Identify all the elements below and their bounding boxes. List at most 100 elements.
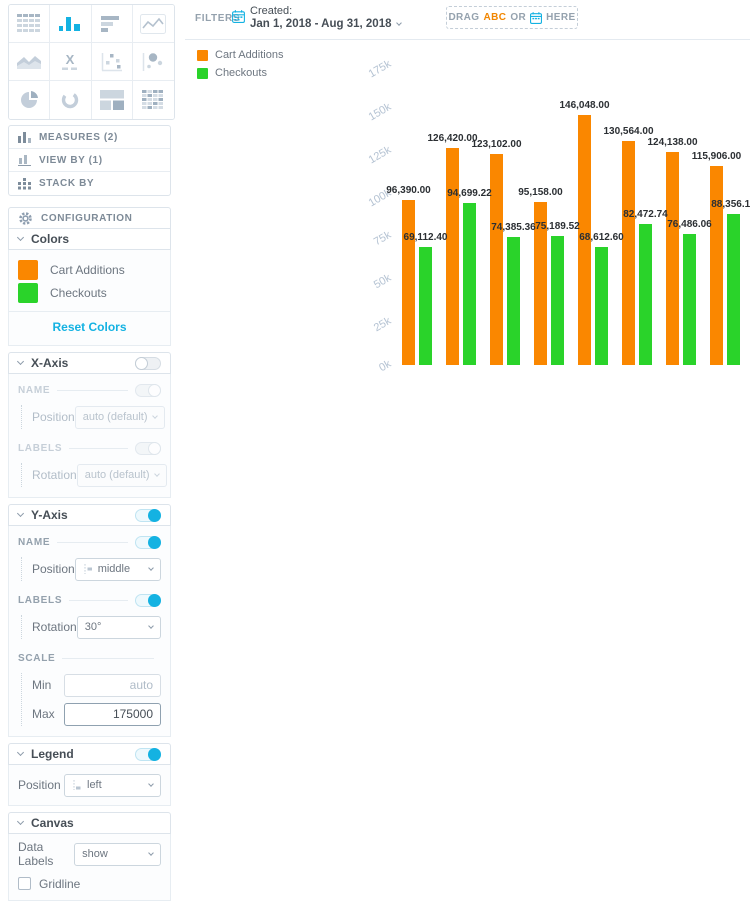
bar-cart-additions[interactable]	[578, 114, 591, 365]
viz-type-bar[interactable]	[91, 5, 133, 43]
data-label-checkouts: 82,472.74	[623, 208, 668, 220]
bar-cart-additions[interactable]	[490, 153, 503, 365]
legend-swatch-cart-additions	[197, 49, 208, 61]
chevron-down-icon	[153, 470, 160, 477]
bucket-stack-by-label: STACK BY	[39, 178, 95, 189]
viz-type-table[interactable]	[9, 5, 51, 43]
bar-cart-additions[interactable]	[534, 201, 547, 365]
x-axis-toggle[interactable]	[135, 356, 161, 370]
section-header-legend[interactable]: Legend	[8, 743, 171, 765]
treemap-icon	[99, 90, 124, 110]
data-label-cart-additions: 115,906.00	[691, 151, 742, 163]
canvas-title: Canvas	[31, 816, 74, 830]
viz-type-column[interactable]	[50, 5, 92, 43]
filters-bar: FILTERS Created: Jan 1, 2018 - Aug 31, 2…	[185, 0, 750, 40]
x-axis-labels-toggle[interactable]	[135, 441, 161, 455]
date-filter-title: Created:	[250, 5, 293, 17]
bar-checkouts[interactable]	[419, 246, 432, 365]
canvas-section-body: Data Labels show Gridline	[8, 834, 171, 901]
chart-plot: 0k 25k 50k 75k 100k 125k 150k 175k 96,390.00 126,…	[185, 0, 750, 420]
legend-position-select[interactable]: left	[64, 773, 161, 797]
data-label-checkouts: 69,112.40	[403, 231, 448, 243]
bar-checkouts[interactable]	[463, 202, 476, 365]
bucket-stack-by[interactable]: STACK BY	[9, 172, 170, 195]
viz-type-line[interactable]	[132, 5, 174, 43]
chevron-down-icon	[148, 622, 154, 629]
y-axis-labels-label: LABELS	[18, 594, 63, 606]
bucket-view-by[interactable]: VIEW BY (1)	[9, 149, 170, 172]
stack-by-icon	[18, 177, 31, 189]
viz-type-heatmap[interactable]	[132, 81, 174, 119]
chevron-down-icon	[16, 817, 25, 826]
bubble-chart-icon	[143, 52, 163, 71]
y-axis-max-input[interactable]	[64, 702, 161, 726]
legend-label-checkouts: Checkouts	[215, 67, 267, 79]
bar-checkouts[interactable]	[551, 236, 564, 365]
color-item-cart-additions[interactable]: Cart Additions	[18, 258, 161, 281]
viz-type-treemap[interactable]	[91, 81, 133, 119]
section-header-colors[interactable]: Colors	[8, 228, 171, 250]
x-axis-name-toggle[interactable]	[135, 383, 161, 397]
data-label-cart-additions: 123,102.00	[471, 138, 522, 150]
legend-toggle[interactable]	[135, 747, 161, 761]
table-icon	[17, 14, 41, 32]
y-axis-name-toggle[interactable]	[135, 535, 161, 549]
data-labels-label: Data Labels	[18, 840, 54, 868]
bucket-view-by-label: VIEW BY (1)	[39, 154, 103, 166]
filter-drop-zone[interactable]: DRAG ABC OR HERE	[446, 6, 578, 29]
bar-cart-additions[interactable]	[446, 148, 459, 365]
bucket-measures[interactable]: MEASURES (2)	[9, 126, 170, 149]
chart-legend: Cart Additions Checkouts	[197, 46, 283, 82]
attribute-abc-icon: ABC	[483, 12, 507, 23]
configuration-header[interactable]: CONFIGURATION	[8, 207, 171, 229]
bar-checkouts[interactable]	[727, 213, 740, 365]
viz-type-headline[interactable]: X	[50, 43, 92, 81]
legend-item-checkouts[interactable]: Checkouts	[197, 64, 283, 82]
bar-checkouts[interactable]	[507, 237, 520, 365]
y-axis-title: Y-Axis	[31, 508, 68, 522]
data-label-cart-additions: 130,564.00	[603, 126, 654, 138]
date-filter[interactable]: Created: Jan 1, 2018 - Aug 31, 2018	[250, 5, 402, 30]
y-axis-min-input[interactable]	[64, 673, 161, 697]
reset-colors-link[interactable]: Reset Colors	[52, 320, 127, 334]
y-axis-name-label: NAME	[18, 536, 51, 548]
donut-chart-icon	[62, 91, 79, 109]
legend-section-body: Position left	[8, 765, 171, 806]
y-axis-position-label: Position	[32, 562, 75, 576]
data-label-checkouts: 88,356.10	[711, 198, 750, 210]
section-header-y-axis[interactable]: Y-Axis	[8, 504, 171, 526]
heatmap-icon	[142, 90, 164, 109]
viz-type-donut[interactable]	[50, 81, 92, 119]
chevron-down-icon	[16, 357, 25, 366]
x-axis-rotation-select[interactable]: auto (default)	[76, 463, 167, 487]
viz-type-scatter[interactable]	[91, 43, 133, 81]
bar-cart-additions[interactable]	[710, 166, 723, 365]
y-axis-toggle[interactable]	[135, 508, 161, 522]
y-axis-labels-toggle[interactable]	[135, 593, 161, 607]
data-labels-select[interactable]: show	[74, 842, 161, 866]
chevron-down-icon	[148, 849, 154, 856]
viz-type-area[interactable]	[9, 43, 51, 81]
color-swatch-checkouts[interactable]	[18, 282, 38, 303]
bar-checkouts[interactable]	[683, 233, 696, 365]
pie-chart-icon	[21, 91, 39, 108]
section-header-canvas[interactable]: Canvas	[8, 812, 171, 834]
color-label-checkouts: Checkouts	[50, 285, 107, 300]
y-axis-tick-label: 175k	[366, 58, 394, 81]
gridline-checkbox[interactable]	[18, 877, 31, 890]
bar-cart-additions[interactable]	[402, 199, 415, 365]
color-swatch-cart-additions[interactable]	[18, 259, 38, 280]
viz-type-pie[interactable]	[9, 81, 51, 119]
y-axis-rotation-select[interactable]: 30°	[76, 615, 161, 639]
bar-cart-additions[interactable]	[666, 152, 679, 365]
viz-type-bubble[interactable]	[132, 43, 174, 81]
x-axis-position-select[interactable]: auto (default)	[74, 405, 165, 429]
y-axis-position-select[interactable]: middle	[74, 557, 161, 581]
color-item-checkouts[interactable]: Checkouts	[18, 281, 161, 304]
bar-cart-additions[interactable]	[622, 141, 635, 365]
buckets-panel: MEASURES (2) VIEW BY (1) STACK BY	[8, 125, 171, 196]
section-header-x-axis[interactable]: X-Axis	[8, 352, 171, 374]
bar-checkouts[interactable]	[639, 223, 652, 365]
bar-checkouts[interactable]	[595, 247, 608, 365]
legend-item-cart-additions[interactable]: Cart Additions	[197, 46, 283, 64]
